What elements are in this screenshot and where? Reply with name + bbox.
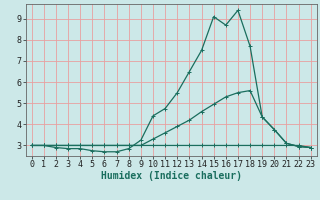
X-axis label: Humidex (Indice chaleur): Humidex (Indice chaleur) (101, 171, 242, 181)
